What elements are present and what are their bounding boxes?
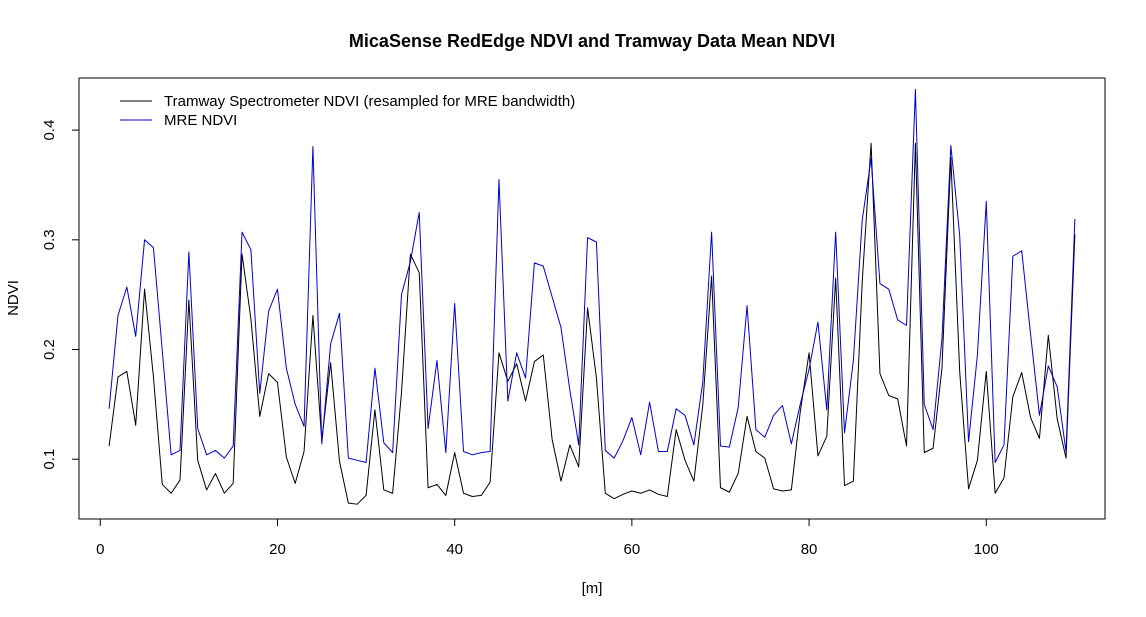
y-tick-label: 0.2: [41, 339, 58, 360]
series-line-mre-ndvi: [108, 89, 1076, 463]
legend: Tramway Spectrometer NDVI (resampled for…: [120, 93, 575, 129]
x-tick-label: 40: [446, 541, 463, 558]
x-tick-label: 80: [801, 541, 818, 558]
legend-label-tramway: Tramway Spectrometer NDVI (resampled for…: [164, 93, 575, 110]
x-tick-label: 100: [974, 541, 999, 558]
series-layer: [108, 89, 1076, 505]
series-line-tramway-ndvi: [108, 142, 1076, 505]
x-tick-label: 20: [269, 541, 286, 558]
plot-frame: [78, 77, 1106, 520]
x-axis: 0 20 40 60 80 100: [96, 518, 999, 558]
chart-title: MicaSense RedEdge NDVI and Tramway Data …: [349, 31, 835, 51]
y-axis: 0.1 0.2 0.3 0.4: [41, 120, 80, 470]
x-tick-label: 60: [624, 541, 641, 558]
x-tick-label: 0: [96, 541, 104, 558]
x-axis-label: [m]: [582, 580, 603, 597]
y-tick-label: 0.1: [41, 449, 58, 470]
legend-label-mre: MRE NDVI: [164, 112, 237, 129]
y-axis-label: NDVI: [5, 280, 22, 316]
y-tick-label: 0.4: [41, 120, 58, 141]
y-tick-label: 0.3: [41, 229, 58, 250]
